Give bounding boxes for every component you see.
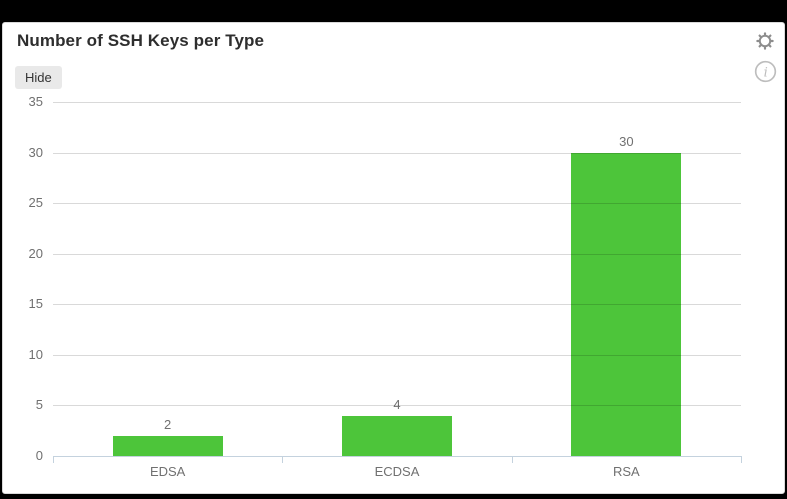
y-axis-tick-label: 35 [28, 94, 43, 109]
bar-chart: 0 5 10 15 20 25 30 35 2 EDSA 4 ECDSA 30 RSA [3, 23, 784, 493]
y-axis-tick-label: 0 [35, 448, 43, 463]
gridline-y-35 [53, 102, 741, 103]
info-icon-svg: i [754, 60, 777, 83]
bar-value-label: 2 [164, 416, 172, 432]
y-axis-tick-label: 15 [28, 296, 43, 312]
x-axis-tick [511, 456, 513, 463]
x-axis-category-label: EDSA [149, 464, 186, 479]
gridline-y-15 [53, 304, 741, 306]
gridline-y-25 [53, 203, 741, 205]
y-axis-tick-label: 10 [28, 346, 43, 362]
bar-rsa[interactable] [571, 152, 682, 456]
bar-value-label: 30 [619, 133, 634, 149]
gridline-y-30 [53, 152, 741, 154]
hide-button[interactable]: Hide [15, 66, 62, 89]
y-axis-tick-label: 25 [28, 195, 43, 211]
x-axis-line [53, 456, 742, 457]
x-axis-tick [282, 456, 284, 463]
gridline-y-20 [53, 253, 741, 255]
dashboard-panel: Number of SSH Keys per Type i Hide 0 5 10 1… [2, 22, 785, 494]
gridline-y-5 [53, 405, 741, 407]
y-axis-tick-label: 5 [35, 397, 43, 413]
svg-text:i: i [764, 65, 768, 80]
x-axis-tick [53, 456, 54, 463]
x-axis-category-label: RSA [612, 464, 640, 479]
bar-edsa[interactable] [112, 435, 223, 456]
x-axis-category-label: ECDSA [374, 464, 420, 479]
y-axis-tick-label: 30 [28, 144, 43, 160]
bar-value-label: 4 [393, 396, 401, 412]
y-axis-tick-label: 20 [28, 245, 43, 261]
panel-title: Number of SSH Keys per Type [17, 31, 265, 50]
gear-icon-svg [756, 32, 774, 50]
bar-ecdsa[interactable] [342, 415, 452, 456]
gear-icon[interactable] [756, 32, 774, 50]
info-icon[interactable]: i [754, 60, 777, 83]
x-axis-tick [741, 456, 742, 463]
gridline-y-10 [53, 354, 741, 356]
